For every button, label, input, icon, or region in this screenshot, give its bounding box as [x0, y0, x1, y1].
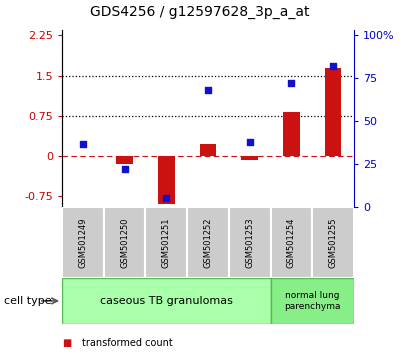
Point: [163, 196, 170, 201]
Text: GSM501250: GSM501250: [120, 217, 129, 268]
Bar: [312, 207, 354, 278]
Text: normal lung
parenchyma: normal lung parenchyma: [284, 291, 340, 310]
Text: transformed count: transformed count: [82, 338, 173, 348]
Text: cell type: cell type: [4, 296, 52, 306]
Point: [121, 166, 128, 172]
Text: caseous TB granulomas: caseous TB granulomas: [100, 296, 233, 306]
Bar: [62, 278, 270, 324]
Text: GSM501253: GSM501253: [245, 217, 254, 268]
Bar: [241, 156, 258, 160]
Bar: [146, 207, 187, 278]
Bar: [325, 68, 342, 156]
Bar: [270, 207, 312, 278]
Bar: [270, 278, 354, 324]
Bar: [187, 207, 229, 278]
Point: [80, 141, 86, 146]
Text: ■: ■: [62, 338, 71, 348]
Point: [330, 63, 336, 69]
Bar: [229, 207, 270, 278]
Text: GSM501254: GSM501254: [287, 217, 296, 268]
Text: GSM501255: GSM501255: [329, 217, 338, 268]
Bar: [62, 207, 104, 278]
Point: [205, 87, 211, 93]
Text: GSM501252: GSM501252: [204, 217, 212, 268]
Text: GDS4256 / g12597628_3p_a_at: GDS4256 / g12597628_3p_a_at: [90, 5, 310, 19]
Bar: [116, 156, 133, 164]
Bar: [104, 207, 146, 278]
Text: GSM501249: GSM501249: [78, 217, 87, 268]
Bar: [200, 144, 216, 156]
Point: [246, 139, 253, 145]
Bar: [283, 112, 300, 156]
Point: [288, 80, 295, 86]
Text: GSM501251: GSM501251: [162, 217, 171, 268]
Bar: [158, 156, 175, 204]
